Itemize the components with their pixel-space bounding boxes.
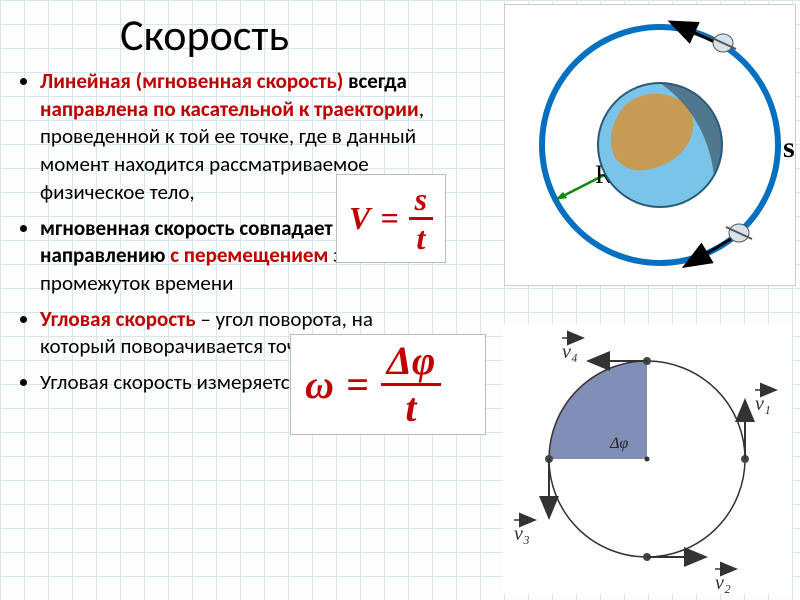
formula-v-fraction: s t [409, 183, 433, 254]
v4-label: v₄ [562, 341, 578, 363]
earth-orbit-figure: R s [504, 4, 796, 286]
formula-v-eq: = [380, 200, 398, 237]
arc-label: s [783, 131, 795, 164]
circle-diagram: v₁ v₂ v₃ v₄ Δφ [502, 324, 792, 594]
v1-label: v₁ [755, 393, 771, 415]
formula-w-eq: = [346, 361, 369, 408]
formula-w-lhs: ω [305, 361, 334, 408]
formula-w-fraction: Δφ t [381, 341, 441, 428]
v3-label: v₃ [514, 523, 530, 545]
v2-label: v₂ [715, 572, 731, 594]
formula-v-lhs: V [349, 200, 370, 237]
dphi-label: Δφ [609, 435, 628, 452]
earth-globe [598, 83, 722, 207]
page-title: Скорость [120, 8, 289, 62]
formula-velocity: V = s t [336, 174, 446, 263]
formula-angular: ω = Δφ t [290, 334, 486, 435]
